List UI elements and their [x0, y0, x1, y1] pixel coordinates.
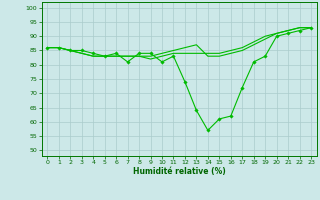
X-axis label: Humidité relative (%): Humidité relative (%)	[133, 167, 226, 176]
